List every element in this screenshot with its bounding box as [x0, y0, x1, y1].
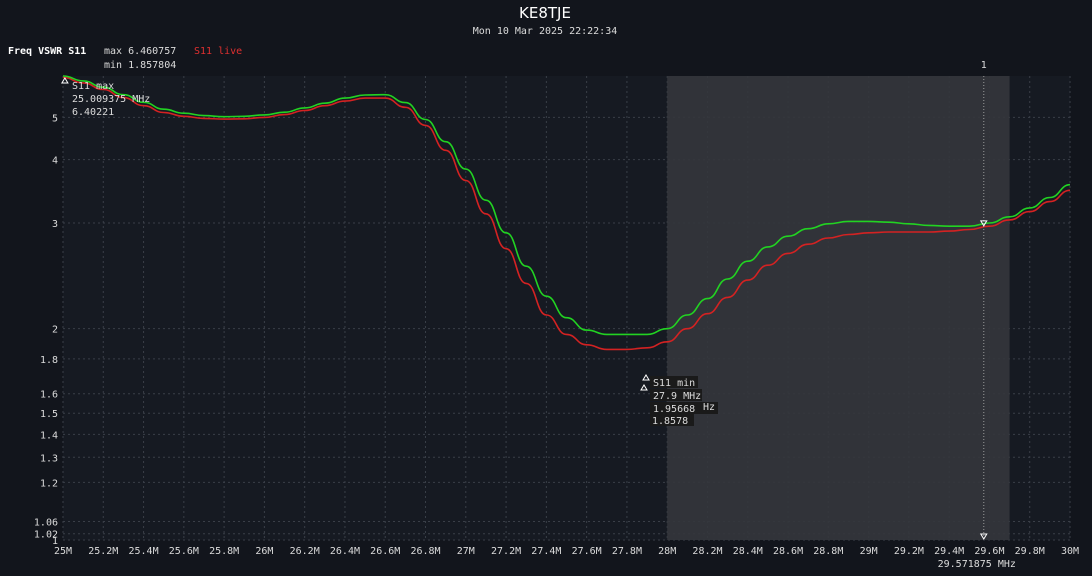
x-tick-label: 25.4M — [129, 546, 159, 557]
x-tick-label: 29M — [860, 546, 878, 557]
min-marker-value1-bg — [650, 402, 718, 414]
min-marker-value2: 1.8578 — [652, 416, 688, 427]
y-tick-label: 1.02 — [34, 530, 58, 541]
min-marker-red-triangle-icon — [640, 384, 648, 391]
min-marker-freq: 27.9 MHz — [653, 391, 701, 402]
x-tick-label: 25.6M — [169, 546, 199, 557]
y-tick-label: 4 — [52, 156, 58, 167]
y-tick-label: 3 — [52, 219, 58, 230]
series-line-red — [62, 76, 1071, 351]
max-marker-label: S11 max — [72, 81, 114, 92]
min-marker-value1: 1.95668 — [653, 404, 695, 415]
y-tick-label: 1.3 — [40, 453, 58, 464]
min-marker-freq-bg — [650, 389, 702, 401]
x-tick-label: 25.8M — [209, 546, 239, 557]
x-tick-label: 27.6M — [572, 546, 602, 557]
cursor-number: 1 — [981, 60, 987, 71]
y-tick-label: 2 — [52, 325, 58, 336]
x-tick-label: 29.4M — [934, 546, 964, 557]
legend-max: max 6.460757 — [104, 46, 176, 57]
x-tick-label: 26.6M — [370, 546, 400, 557]
x-tick-label: 29.2M — [894, 546, 924, 557]
x-tick-label: 28.8M — [813, 546, 843, 557]
x-tick-label: 27.2M — [491, 546, 521, 557]
y-tick-label: 5 — [52, 113, 58, 124]
chart-datetime: Mon 10 Mar 2025 22:22:34 — [473, 26, 618, 37]
x-tick-label: 28.6M — [773, 546, 803, 557]
legend-live: S11 live — [194, 46, 242, 57]
cursor-bottom-triangle-icon — [979, 533, 988, 540]
x-tick-label: 28.2M — [692, 546, 722, 557]
x-tick-label: 27.4M — [531, 546, 561, 557]
max-marker-value: 6.40221 — [72, 107, 114, 118]
max-marker-freq: 25.009375 MHz — [72, 94, 150, 105]
cursor-frequency: 29.571875 MHz — [938, 559, 1016, 570]
x-tick-label: 25M — [54, 546, 72, 557]
min-marker-label: S11 min — [653, 378, 695, 389]
y-tick-label: 1 — [52, 536, 58, 547]
y-tick-label: 1.06 — [34, 518, 58, 529]
legend-min: min 1.857804 — [104, 60, 176, 71]
legend-label: Freq VSWR S11 — [8, 46, 86, 57]
x-tick-label: 26M — [255, 546, 273, 557]
series-layer — [62, 75, 1071, 351]
x-tick-label: 26.4M — [330, 546, 360, 557]
x-tick-label: 27.8M — [612, 546, 642, 557]
x-tick-label: 29.8M — [1015, 546, 1045, 557]
axis-labels: 25M 25.2M 25.4M 25.6M 25.8M 26M 26.2M 26.4M 26.6… — [34, 113, 1079, 557]
highlight-span — [667, 76, 1010, 540]
cursor-top-triangle-icon — [979, 220, 988, 227]
min-marker[interactable]: S11 min 27.9 MHz 1.95668 Hz 1.8578 — [640, 374, 718, 427]
max-marker[interactable]: S11 max 25.009375 MHz 6.40221 — [61, 77, 150, 118]
x-tick-label: 29.6M — [974, 546, 1004, 557]
x-tick-label: 28.4M — [733, 546, 763, 557]
min-marker-green-triangle-icon — [642, 374, 650, 381]
y-tick-label: 1.8 — [40, 355, 58, 366]
x-tick-label: 25.2M — [88, 546, 118, 557]
x-tick-label: 27M — [457, 546, 475, 557]
min-marker-label-bg — [650, 376, 698, 388]
cursor-marker[interactable]: 1 29.571875 MHz — [938, 60, 1016, 570]
x-tick-label: 26.2M — [290, 546, 320, 557]
chart-title: KE8TJE — [519, 4, 571, 22]
series-line-green — [62, 75, 1071, 336]
y-tick-label: 1.5 — [40, 409, 58, 420]
x-tick-label: 30M — [1061, 546, 1079, 557]
min-marker-unit-fragment: Hz — [703, 402, 715, 413]
y-tick-label: 1.4 — [40, 430, 58, 441]
x-tick-label: 28M — [658, 546, 676, 557]
y-tick-label: 1.6 — [40, 390, 58, 401]
min-marker-value2-bg — [650, 414, 694, 426]
max-marker-triangle-icon — [61, 77, 69, 84]
highlight-span-rect — [667, 76, 1010, 540]
y-tick-label: 1.2 — [40, 478, 58, 489]
x-tick-label: 26.8M — [410, 546, 440, 557]
